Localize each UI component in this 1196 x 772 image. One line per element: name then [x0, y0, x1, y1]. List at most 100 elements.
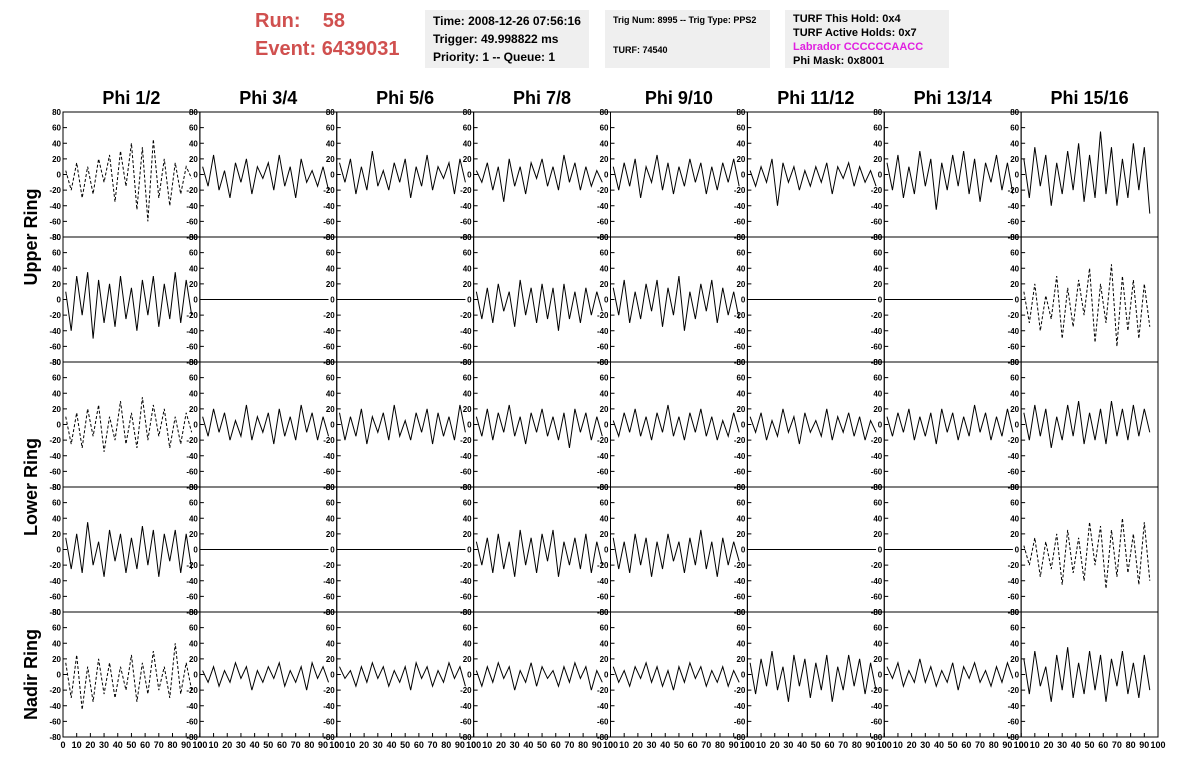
- y-tick-label: -40: [186, 452, 198, 461]
- waveform: [475, 404, 603, 449]
- y-tick-label: -20: [734, 186, 746, 195]
- y-tick-label: 0: [604, 421, 609, 430]
- y-tick-label: 40: [463, 639, 472, 648]
- x-tick-label: 90: [181, 740, 191, 750]
- y-tick-label: -60: [871, 717, 883, 726]
- y-tick-label: -20: [460, 686, 472, 695]
- y-tick-label: -80: [323, 733, 335, 742]
- y-tick-label: 0: [1015, 296, 1020, 305]
- y-tick-label: 60: [463, 624, 472, 633]
- y-tick-label: -80: [734, 733, 746, 742]
- y-tick-label: 40: [600, 389, 609, 398]
- x-tick-label: 50: [400, 740, 410, 750]
- y-tick-label: -40: [1008, 452, 1020, 461]
- y-tick-label: 60: [326, 374, 335, 383]
- y-tick-label: -20: [49, 186, 61, 195]
- x-tick-label: 60: [414, 740, 424, 750]
- column-title: Phi 13/14: [914, 88, 992, 108]
- y-tick-label: -20: [1008, 311, 1020, 320]
- y-tick-label: -60: [1008, 217, 1020, 226]
- x-tick-label: 30: [920, 740, 930, 750]
- y-tick-label: 0: [57, 171, 62, 180]
- y-tick-label: 20: [600, 405, 609, 414]
- column-title: Phi 11/12: [777, 88, 854, 108]
- y-tick-label: 0: [330, 171, 335, 180]
- x-tick-label: 0: [882, 740, 887, 750]
- panel-frame: [610, 236, 748, 363]
- y-tick-label: 0: [57, 296, 62, 305]
- x-tick-label: 80: [167, 740, 177, 750]
- x-tick-label: 90: [1139, 740, 1149, 750]
- x-tick-label: 70: [291, 740, 301, 750]
- x-tick-label: 10: [72, 740, 82, 750]
- x-tick-label: 50: [263, 740, 273, 750]
- y-tick-label: 80: [873, 233, 882, 242]
- y-tick-label: 40: [1010, 639, 1019, 648]
- y-tick-label: 20: [326, 155, 335, 164]
- x-tick-label: 20: [633, 740, 643, 750]
- y-tick-label: 40: [463, 389, 472, 398]
- y-tick-label: 40: [189, 514, 198, 523]
- x-tick-label: 100: [1014, 740, 1029, 750]
- turf-active: TURF Active Holds: 0x7: [793, 27, 917, 39]
- y-tick-label: -60: [49, 342, 61, 351]
- x-tick-label: 30: [510, 740, 520, 750]
- y-tick-label: -40: [460, 327, 472, 336]
- y-tick-label: -20: [1008, 561, 1020, 570]
- waveform: [1023, 131, 1151, 214]
- y-tick-label: 60: [189, 124, 198, 133]
- y-tick-label: 80: [600, 233, 609, 242]
- panel-frame: [62, 236, 201, 363]
- y-tick-label: 0: [193, 671, 198, 680]
- y-tick-label: 80: [463, 108, 472, 117]
- y-tick-label: -60: [871, 467, 883, 476]
- y-tick-label: 80: [873, 358, 882, 367]
- panel-frame: [62, 111, 201, 238]
- y-tick-label: 60: [463, 249, 472, 258]
- waveform: [65, 522, 193, 577]
- x-tick-label: 100: [329, 740, 344, 750]
- panel-frame: [473, 236, 611, 363]
- event-label: Event:: [255, 38, 317, 60]
- y-tick-label: 20: [189, 280, 198, 289]
- y-tick-label: -60: [460, 342, 472, 351]
- y-tick-label: -40: [597, 202, 609, 211]
- panel-frame: [883, 611, 1022, 738]
- y-tick-label: 20: [736, 155, 745, 164]
- y-tick-label: 0: [193, 171, 198, 180]
- y-tick-label: -20: [871, 561, 883, 570]
- waveform: [202, 154, 330, 199]
- x-tick-label: 60: [688, 740, 698, 750]
- y-tick-label: 20: [1010, 530, 1019, 539]
- y-tick-label: -60: [1008, 467, 1020, 476]
- waveform: [612, 661, 740, 691]
- y-tick-label: -80: [49, 733, 61, 742]
- y-tick-label: 80: [326, 483, 335, 492]
- turf-box: TURF This Hold: 0x4 TURF Active Holds: 0…: [785, 10, 949, 68]
- y-tick-label: -80: [49, 483, 61, 492]
- y-tick-label: 0: [878, 296, 883, 305]
- y-tick-label: 40: [326, 139, 335, 148]
- x-tick-label: 60: [140, 740, 150, 750]
- y-tick-label: -20: [734, 686, 746, 695]
- y-tick-label: -40: [49, 577, 61, 586]
- y-tick-label: 80: [736, 108, 745, 117]
- y-tick-label: -40: [1008, 702, 1020, 711]
- y-tick-label: 40: [463, 264, 472, 273]
- panel-frame: [610, 611, 748, 738]
- run-value: 58: [322, 10, 346, 32]
- y-tick-label: 0: [57, 421, 62, 430]
- y-tick-label: 60: [873, 624, 882, 633]
- y-tick-label: -40: [49, 202, 61, 211]
- y-tick-label: -60: [49, 217, 61, 226]
- y-tick-label: -20: [1008, 686, 1020, 695]
- x-tick-label: 50: [126, 740, 136, 750]
- x-tick-label: 70: [564, 740, 574, 750]
- y-tick-label: 80: [463, 233, 472, 242]
- x-tick-label: 80: [852, 740, 862, 750]
- y-tick-label: 40: [873, 264, 882, 273]
- y-tick-label: -60: [186, 592, 198, 601]
- x-tick-label: 10: [756, 740, 766, 750]
- waveform: [886, 150, 1014, 210]
- y-tick-label: 0: [330, 671, 335, 680]
